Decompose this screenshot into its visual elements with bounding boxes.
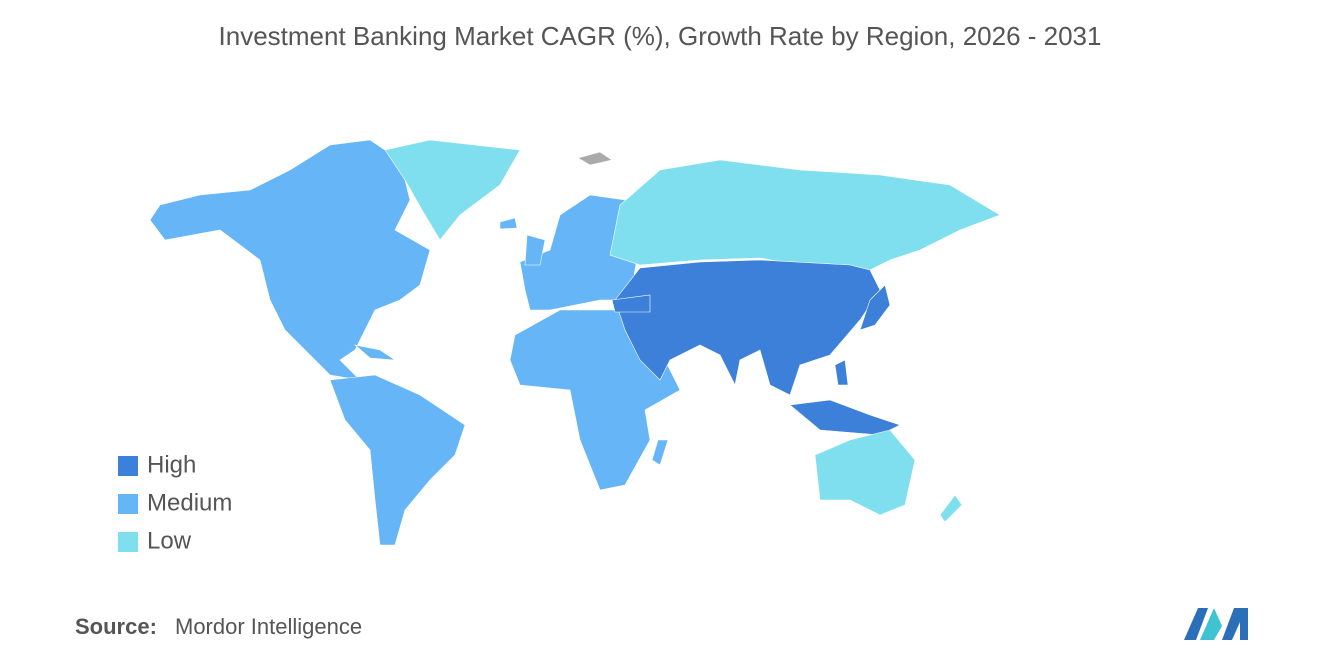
indonesia: [789, 399, 901, 436]
logo-part: [1222, 608, 1248, 640]
legend: High Medium Low: [118, 451, 232, 554]
legend-label: Medium: [147, 489, 232, 516]
world-map: [149, 139, 1001, 546]
svalbard: [577, 151, 613, 166]
japan: [859, 284, 891, 331]
north-america: [149, 139, 431, 381]
title: Investment Banking Market CAGR (%), Grow…: [219, 21, 1102, 51]
logo-part: [1184, 608, 1208, 640]
south-america: [329, 374, 466, 546]
caribbean: [353, 344, 397, 361]
legend-swatch: [118, 456, 138, 476]
uk: [524, 234, 546, 266]
new-zealand: [939, 494, 963, 523]
philippines: [834, 359, 849, 386]
legend-label: Low: [147, 527, 192, 554]
madagascar: [651, 439, 669, 466]
logo-part: [1200, 608, 1222, 640]
legend-swatch: [118, 532, 138, 552]
iceland: [499, 217, 518, 230]
greenland: [384, 139, 521, 241]
russia: [609, 159, 1001, 271]
source-name: Mordor Intelligence: [175, 614, 362, 639]
legend-swatch: [118, 494, 138, 514]
logo: [1184, 608, 1248, 640]
australia: [814, 429, 916, 516]
legend-label: High: [147, 451, 196, 478]
source-label: Source:: [75, 614, 157, 639]
turkey: [611, 294, 651, 313]
asia: [614, 259, 881, 396]
